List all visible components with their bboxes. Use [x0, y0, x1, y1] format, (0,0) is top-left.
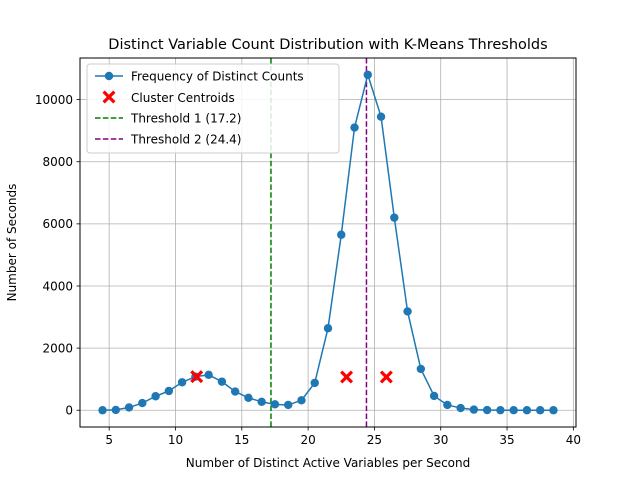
data-point — [244, 393, 253, 403]
data-point — [270, 400, 280, 409]
y-tick-label: 2000 — [42, 341, 73, 355]
centroid-marker — [379, 370, 393, 384]
legend-marker-centroids — [102, 90, 116, 104]
x-tick-label: 5 — [105, 433, 113, 447]
y-axis-label: Number of Seconds — [5, 184, 19, 302]
x-tick-label: 40 — [566, 433, 581, 447]
data-point — [230, 387, 240, 396]
legend-marker-frequency — [104, 71, 114, 81]
legend-entry-threshold-1: Threshold 1 (17.2) — [95, 112, 241, 126]
data-point — [429, 391, 439, 401]
data-point — [177, 378, 187, 387]
data-point — [469, 405, 479, 414]
x-tick-label: 15 — [234, 433, 249, 447]
data-point — [549, 406, 558, 415]
x-tick-label: 20 — [300, 433, 315, 447]
data-point — [363, 70, 372, 79]
data-point — [217, 377, 227, 386]
data-point — [204, 370, 213, 380]
legend-entry-centroids: Cluster Centroids — [102, 90, 235, 105]
threshold-lines — [270, 58, 368, 427]
data-point — [535, 406, 545, 415]
y-tick-label: 4000 — [42, 279, 73, 293]
data-point — [323, 324, 333, 333]
legend-entry-frequency: Frequency of Distinct Counts — [95, 70, 304, 84]
chart-title: Distinct Variable Count Distribution wit… — [108, 37, 547, 53]
x-axis-label: Number of Distinct Active Variables per … — [186, 456, 470, 470]
data-point — [164, 386, 174, 396]
legend-label-threshold-2: Threshold 2 (24.4) — [130, 133, 241, 147]
data-point — [509, 405, 518, 415]
data-point — [297, 396, 306, 405]
legend-label-threshold-1: Threshold 1 (17.2) — [130, 112, 241, 126]
legend: Frequency of Distinct Counts Cluster Cen… — [86, 63, 340, 154]
data-point — [284, 400, 293, 410]
legend-label-frequency: Frequency of Distinct Counts — [131, 70, 304, 84]
legend-label-centroids: Cluster Centroids — [131, 91, 235, 105]
y-tick-label: 0 — [65, 404, 73, 418]
data-series — [98, 70, 558, 415]
y-tick-label: 10000 — [35, 93, 73, 107]
data-point — [390, 213, 399, 222]
legend-entry-threshold-2: Threshold 2 (24.4) — [95, 133, 241, 147]
centroid-marker — [190, 370, 204, 384]
x-tick-label: 30 — [433, 433, 448, 447]
x-tick-label: 35 — [499, 433, 514, 447]
data-point — [337, 230, 346, 239]
data-point — [416, 364, 426, 374]
plot-frame — [79, 57, 577, 428]
centroid-markers — [190, 370, 393, 384]
data-point — [443, 400, 452, 410]
x-tick-label: 10 — [168, 433, 183, 447]
data-point — [111, 405, 121, 415]
data-point — [257, 397, 266, 407]
data-point — [124, 403, 134, 412]
y-tick-label: 8000 — [42, 155, 73, 169]
centroid-marker — [340, 370, 354, 384]
data-point — [496, 405, 505, 415]
y-tick-label: 6000 — [42, 217, 73, 231]
legend-box — [86, 63, 340, 154]
x-tick-label: 25 — [367, 433, 382, 447]
data-point — [376, 112, 386, 121]
data-point — [350, 123, 359, 132]
data-point — [151, 392, 160, 401]
data-point — [456, 403, 465, 413]
data-point — [403, 307, 412, 316]
axis-ticks: 5 10 15 20 25 30 35 40 0 2000 4000 6000 8000 10000 — [35, 93, 581, 447]
data-point — [98, 406, 107, 415]
data-point — [522, 406, 532, 415]
data-point — [482, 405, 492, 415]
data-point — [138, 398, 147, 408]
data-point — [310, 378, 319, 388]
